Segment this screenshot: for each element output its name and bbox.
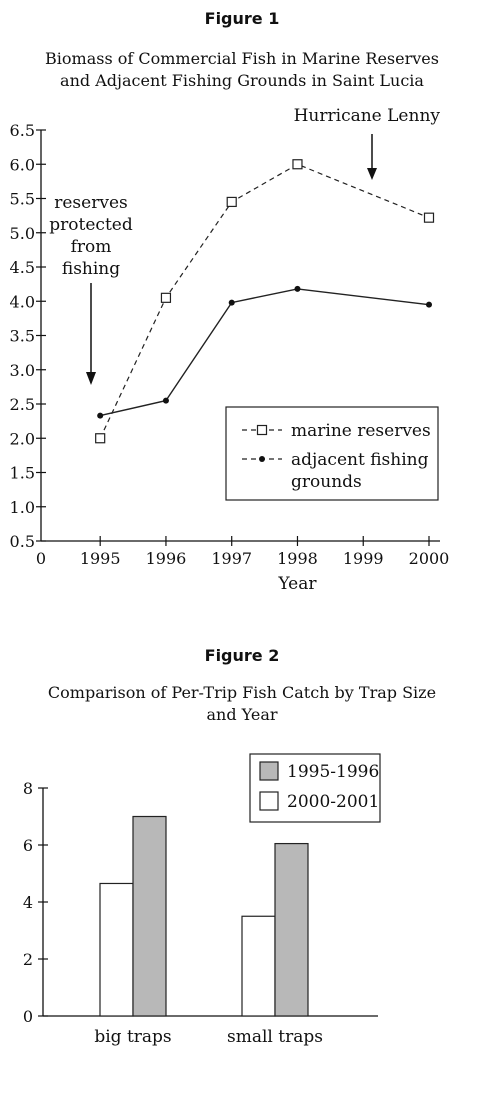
- y-tick-label: 2.0: [10, 429, 35, 448]
- marine-reserves-point: [292, 159, 303, 170]
- legend-box: [225, 406, 439, 501]
- figure1-title: Biomass of Commercial Fish in Marine Res…: [0, 48, 484, 92]
- adjacent-fishing-point: [228, 299, 235, 306]
- figure2-axes: 0 2 4 6 8 big traps small traps: [23, 779, 378, 1047]
- y-tick-label: 2.5: [10, 395, 35, 414]
- reserves-arrow: [86, 283, 96, 385]
- marine-reserves-point: [423, 212, 435, 223]
- y-tick-label: 0.5: [10, 532, 35, 551]
- reserves-annotation-line: protected: [49, 215, 133, 235]
- hurricane-annotation: Hurricane Lenny: [294, 106, 441, 126]
- x-tick-label: small traps: [227, 1027, 323, 1047]
- y-tick-label: 3.5: [10, 327, 35, 346]
- legend-swatch-square: [256, 424, 268, 436]
- legend-label: grounds: [291, 472, 362, 492]
- figure2-legend: 1995-1996 2000-2001: [249, 753, 381, 823]
- reserves-annotation-line: from: [71, 237, 112, 257]
- y-tick-label: 0: [23, 1007, 33, 1026]
- legend-swatch: [259, 761, 279, 781]
- figure1-line-chart: Hurricane Lenny reservesprotectedfromfis…: [10, 106, 450, 594]
- adjacent-fishing-point: [426, 301, 432, 308]
- x-tick-label: 1995: [80, 549, 121, 568]
- y-tick-label: 2: [23, 950, 33, 969]
- reserves-annotation-line: reserves: [54, 193, 128, 213]
- bar-small-traps-1995-1996: [274, 842, 309, 1017]
- figure2-title-line2: and Year: [206, 705, 278, 724]
- y-tick-label: 4.5: [10, 258, 35, 277]
- marine-reserves-point: [95, 433, 106, 444]
- y-tick-label: 4: [23, 893, 33, 912]
- y-tick-label: 1.0: [10, 498, 35, 517]
- marine-reserves-point: [226, 196, 237, 208]
- legend-label: 2000-2001: [287, 792, 379, 812]
- y-tick-label: 4.0: [10, 292, 35, 311]
- y-tick-label: 8: [23, 779, 33, 798]
- series-line-adjacent-fishing-grounds: [100, 288, 430, 417]
- figure1-title-line2: and Adjacent Fishing Grounds in Saint Lu…: [60, 71, 424, 90]
- legend-label: adjacent fishing: [291, 450, 429, 470]
- adjacent-fishing-point: [97, 412, 104, 419]
- figure1-series: [95, 159, 435, 444]
- legend-label: marine reserves: [291, 421, 431, 441]
- adjacent-fishing-point: [294, 285, 301, 292]
- bar-big-traps-2000-2001: [99, 882, 134, 1017]
- figure1-title-line1: Biomass of Commercial Fish in Marine Res…: [45, 49, 439, 68]
- y-tick-label: 6: [23, 836, 33, 855]
- figure2-bars: [99, 815, 309, 1017]
- x-tick-label: 0: [36, 549, 46, 568]
- figure2-label: Figure 2: [204, 646, 280, 665]
- bar-small-traps-2000-2001: [241, 915, 276, 1017]
- reserves-annotation-line: fishing: [62, 259, 120, 279]
- figure2-title: Comparison of Per-Trip Fish Catch by Tra…: [0, 682, 484, 726]
- legend-swatch-dot: [259, 456, 265, 462]
- legend-label: 1995-1996: [287, 762, 379, 782]
- figure2-bar-chart: 0 2 4 6 8 big traps small traps 1995-1996 2000-…: [23, 753, 381, 1047]
- y-tick-label: 1.5: [10, 464, 35, 483]
- legend-swatch: [259, 791, 279, 811]
- bar-big-traps-1995-1996: [132, 815, 167, 1017]
- hurricane-arrow: [367, 134, 377, 180]
- y-tick-label: 6.0: [10, 155, 35, 174]
- x-tick-label: 1996: [146, 549, 187, 568]
- figure1-axes: 0.5 1.0 1.5 2.0 2.5 3.0 3.5 4.0 4.5 5.0 5.5 6.0 6.5 0…: [10, 121, 450, 594]
- x-tick-label: 1998: [277, 549, 318, 568]
- y-tick-label: 6.5: [10, 121, 35, 140]
- y-tick-label: 5.0: [10, 224, 35, 243]
- adjacent-fishing-point: [162, 397, 169, 404]
- figure1-label: Figure 1: [204, 9, 280, 28]
- x-tick-label: 2000: [409, 549, 450, 568]
- series-line-marine-reserves: [99, 163, 430, 439]
- x-tick-label: big traps: [94, 1027, 171, 1047]
- y-tick-label: 3.0: [10, 361, 35, 380]
- figure2-title-line1: Comparison of Per-Trip Fish Catch by Tra…: [47, 683, 437, 702]
- x-tick-label: 1997: [211, 549, 252, 568]
- x-axis-label: Year: [277, 574, 317, 594]
- marine-reserves-point: [160, 292, 172, 303]
- x-tick-label: 1999: [343, 549, 384, 568]
- y-tick-label: 5.5: [10, 190, 35, 209]
